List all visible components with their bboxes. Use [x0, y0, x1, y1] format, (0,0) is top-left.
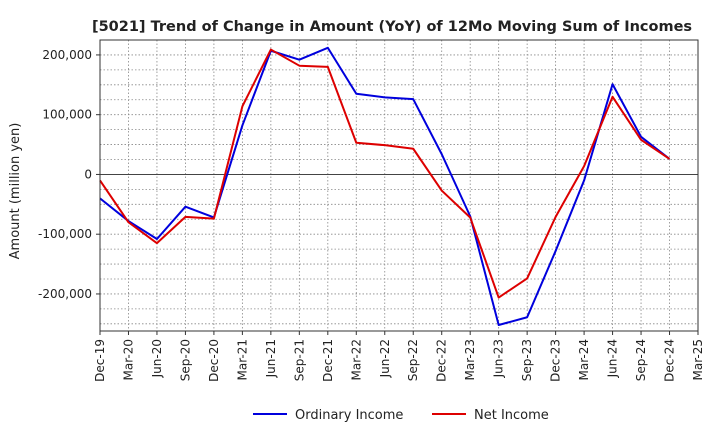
x-tick-label: Sep-23 [520, 339, 534, 381]
y-ticks-layer: -200,000 -100,000 0 100,000 200,000 [38, 48, 100, 301]
x-tick-label: Dec-23 [549, 339, 563, 382]
series-line-ordinary-income [99, 46, 671, 327]
x-tick-label: Jun-23 [492, 339, 506, 378]
x-tick-label: Dec-24 [663, 339, 677, 382]
x-tick-label: Mar-22 [349, 339, 363, 380]
y-tick-label: 100,000 [42, 108, 92, 122]
x-tick-label: Dec-19 [93, 339, 107, 382]
y-tick-label: 0 [84, 167, 92, 181]
legend: Ordinary Income Net Income [253, 408, 549, 423]
x-tick-label: Mar-25 [691, 339, 705, 380]
x-tick-label: Sep-21 [292, 339, 306, 381]
x-tick-label: Jun-20 [150, 339, 164, 378]
x-tick-label: Sep-20 [178, 339, 192, 381]
x-tick-label: Jun-22 [378, 339, 392, 378]
y-tick-label: -200,000 [38, 287, 92, 301]
plot-frame [99, 39, 699, 332]
x-tick-label: Dec-22 [435, 339, 449, 382]
x-tick-label: Mar-20 [121, 339, 135, 380]
x-tick-label: Sep-24 [634, 339, 648, 381]
series-layer [99, 46, 671, 327]
legend-label-net-income: Net Income [474, 408, 549, 423]
chart-title: [5021] Trend of Change in Amount (YoY) o… [92, 19, 692, 35]
y-tick-label: 200,000 [42, 48, 92, 62]
legend-label-ordinary-income: Ordinary Income [295, 408, 403, 423]
x-tick-label: Sep-22 [406, 339, 420, 381]
x-tick-label: Mar-23 [463, 339, 477, 380]
series-line-net-income [99, 48, 671, 299]
grid-layer [100, 39, 698, 331]
x-tick-label: Jun-21 [264, 339, 278, 378]
y-axis-label: Amount (million yen) [8, 123, 23, 260]
x-tick-label: Mar-21 [235, 339, 249, 380]
x-tick-label: Dec-20 [207, 339, 221, 382]
x-ticks-layer: Dec-19 Mar-20 Jun-20 Sep-20 Dec-20 Mar-21 Jun-… [93, 331, 705, 382]
y-tick-label: -100,000 [38, 227, 92, 241]
x-tick-label: Mar-24 [577, 339, 591, 380]
x-tick-label: Dec-21 [321, 339, 335, 382]
x-tick-label: Jun-24 [606, 339, 620, 378]
